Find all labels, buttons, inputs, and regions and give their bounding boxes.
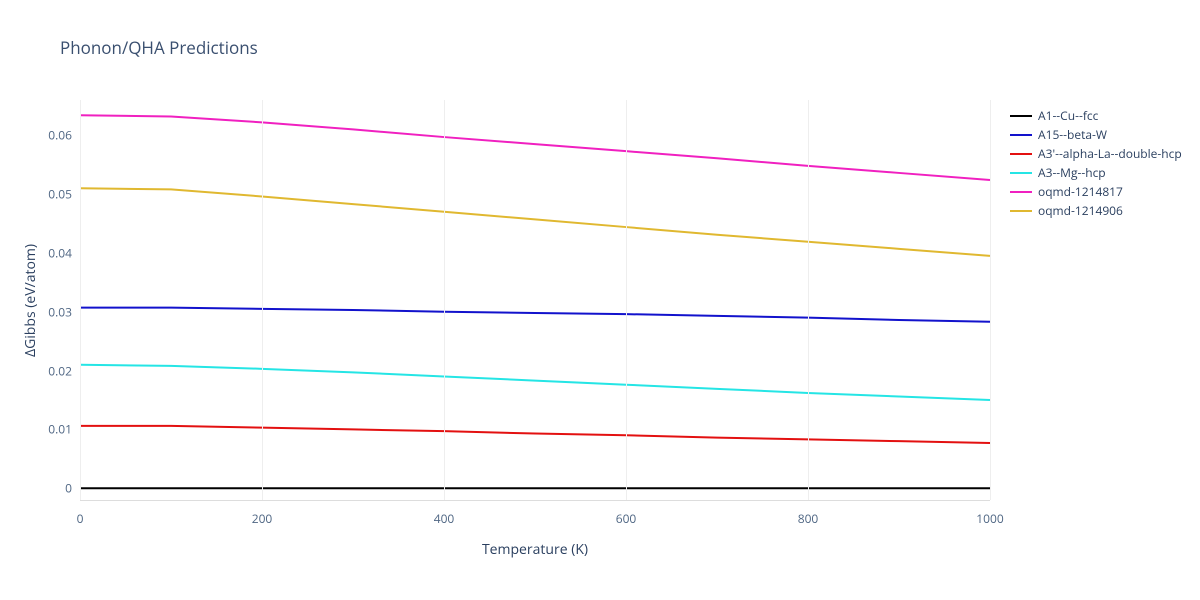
legend-swatch (1010, 172, 1032, 174)
legend-label: oqmd-1214817 (1038, 183, 1123, 200)
legend-label: A3'--alpha-La--double-hcp (1038, 145, 1182, 162)
legend-swatch (1010, 115, 1032, 117)
x-tick-label: 800 (798, 510, 819, 527)
legend-swatch (1010, 191, 1032, 193)
chart-title: Phonon/QHA Predictions (60, 36, 258, 59)
legend-label: oqmd-1214906 (1038, 202, 1123, 219)
legend-label: A15--beta-W (1038, 126, 1107, 143)
y-tick-label: 0.05 (12, 186, 72, 203)
legend-label: A3--Mg--hcp (1038, 164, 1106, 181)
legend[interactable]: A1--Cu--fcc A15--beta-W A3'--alpha-La--dou… (1010, 106, 1182, 220)
legend-swatch (1010, 134, 1032, 136)
x-tick-label: 600 (616, 510, 637, 527)
x-tick-label: 400 (434, 510, 455, 527)
gridline-v (626, 100, 627, 500)
series-line[interactable] (80, 308, 990, 322)
series-line[interactable] (80, 426, 990, 443)
legend-label: A1--Cu--fcc (1038, 107, 1098, 124)
y-tick-label: 0.02 (12, 362, 72, 379)
gridline-v (444, 100, 445, 500)
gridline-v (990, 100, 991, 500)
series-line[interactable] (80, 188, 990, 256)
legend-item[interactable]: oqmd-1214817 (1010, 182, 1182, 201)
gridline-v (262, 100, 263, 500)
series-line[interactable] (80, 365, 990, 400)
legend-item[interactable]: A3--Mg--hcp (1010, 163, 1182, 182)
legend-swatch (1010, 153, 1032, 155)
gridline-v (80, 100, 81, 500)
y-tick-label: 0.01 (12, 421, 72, 438)
line-plot-svg (80, 100, 990, 500)
legend-item[interactable]: A15--beta-W (1010, 125, 1182, 144)
y-tick-label: 0.03 (12, 303, 72, 320)
legend-item[interactable]: oqmd-1214906 (1010, 201, 1182, 220)
legend-item[interactable]: A3'--alpha-La--double-hcp (1010, 144, 1182, 163)
gridline-v (808, 100, 809, 500)
y-tick-label: 0.04 (12, 244, 72, 261)
x-tick-label: 200 (252, 510, 273, 527)
x-tick-label: 1000 (976, 510, 1003, 527)
y-tick-label: 0.06 (12, 127, 72, 144)
legend-swatch (1010, 210, 1032, 212)
x-axis-label: Temperature (K) (80, 540, 990, 559)
y-tick-label: 0 (12, 480, 72, 497)
legend-item[interactable]: A1--Cu--fcc (1010, 106, 1182, 125)
y-axis-label: ΔGibbs (eV/atom) (20, 100, 40, 500)
x-tick-label: 0 (77, 510, 84, 527)
phonon-qha-chart: Phonon/QHA Predictions ΔGibbs (eV/atom) … (0, 0, 1200, 600)
series-line[interactable] (80, 115, 990, 180)
plot-area[interactable] (80, 100, 990, 501)
